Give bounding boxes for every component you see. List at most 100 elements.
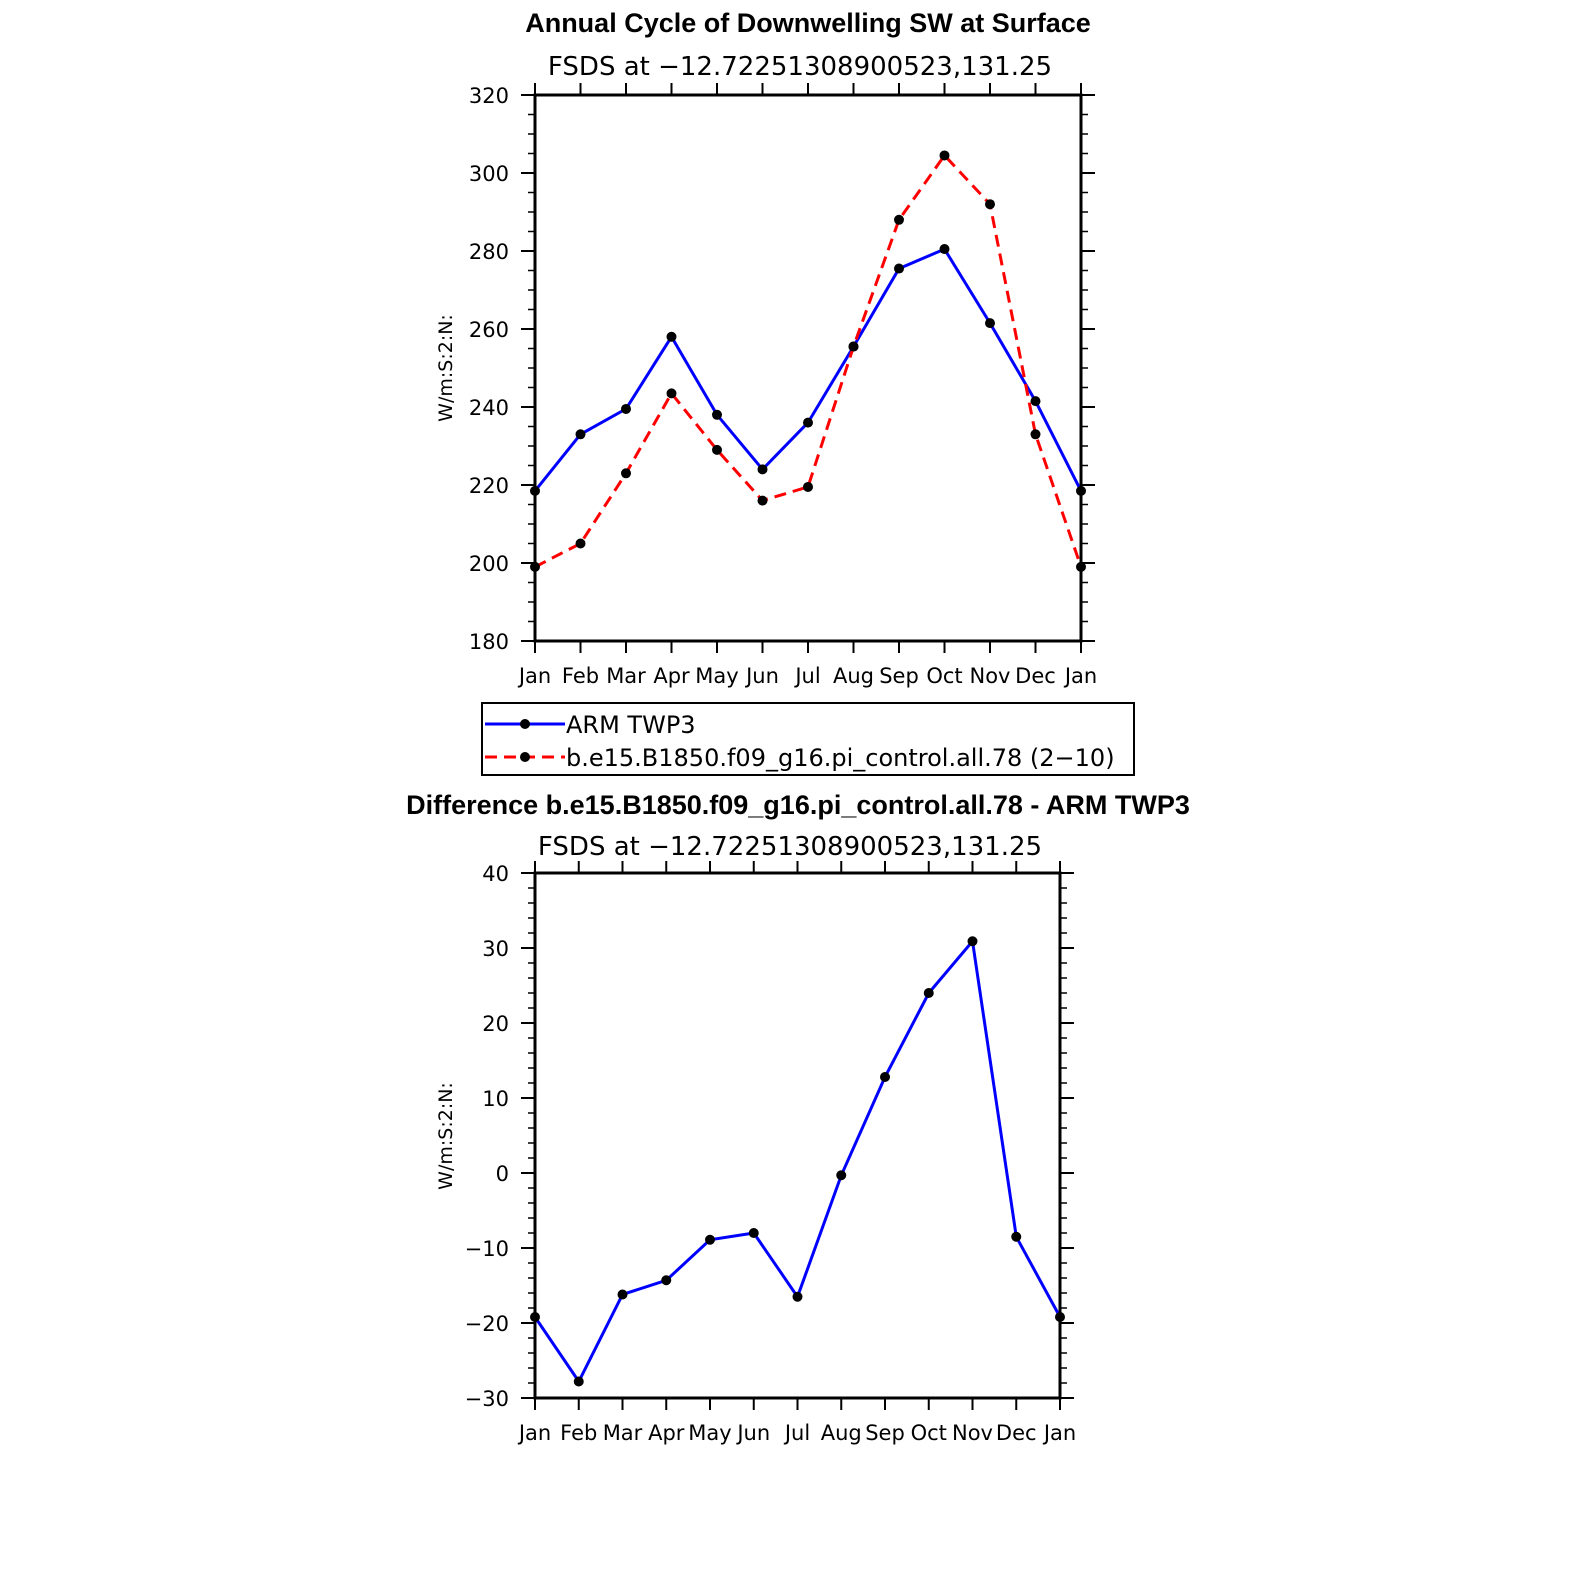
- chart1-series-0-point: [712, 409, 722, 420]
- chart1-series-1-point: [712, 444, 722, 455]
- chart1-y-tick-label: 220: [469, 474, 509, 498]
- chart1-series-line-1: [534, 153, 1083, 569]
- chart2-plot: Jan Feb Mar Apr May Jun Jul Aug Sep Oct Nov Dec Jan−…: [465, 861, 1076, 1445]
- chart1-series-1-point: [530, 561, 540, 572]
- legend-label-arm: ARM TWP3: [566, 711, 696, 739]
- chart1-series-1-point: [894, 214, 904, 225]
- chart1-series-0-point: [894, 263, 904, 274]
- chart1-y-tick-label: 240: [469, 396, 509, 420]
- chart1-series-0-point: [939, 244, 950, 255]
- legend-label-model: b.e15.B1850.f09_g16.pi_control.all.78 (2…: [566, 744, 1115, 772]
- chart1-series-1-point: [621, 468, 631, 479]
- chart2-series-0-point: [923, 988, 934, 998]
- chart1-x-tick-label: Jan: [1063, 664, 1097, 688]
- chart1-series-0-point: [1076, 485, 1086, 496]
- chart2-series-0-point: [792, 1291, 803, 1302]
- chart2-x-tick-label: Oct: [911, 1421, 947, 1445]
- chart2-x-tick-label: May: [688, 1421, 731, 1445]
- chart1-x-tick-label: Mar: [606, 664, 646, 688]
- chart1-x-tick-label: Nov: [970, 664, 1011, 688]
- chart1-x-tick-label: Jun: [744, 664, 779, 688]
- chart2-series-0-point: [748, 1228, 759, 1238]
- chart2-series-0-point: [530, 1312, 540, 1322]
- chart1-x-tick-label: May: [695, 664, 738, 688]
- chart2-series-line-0: [533, 937, 1062, 1385]
- chart2-x-tick-label: Jan: [1042, 1421, 1076, 1445]
- chart1-x-tick-label: Apr: [653, 664, 690, 688]
- chart1-x-tick-label: Dec: [1015, 664, 1056, 688]
- chart2-x-tick-label: Nov: [952, 1421, 993, 1445]
- chart1-x-tick-label: Jan: [517, 664, 551, 688]
- chart1-subtitle: FSDS at −12.72251308900523,131.25: [548, 52, 1052, 82]
- chart2-y-tick-label: 30: [482, 937, 509, 961]
- chart1-series-1-point: [666, 388, 677, 399]
- chart2-series-0-point: [617, 1289, 628, 1300]
- chart2-y-tick-label: 40: [482, 862, 509, 886]
- legend-box: [481, 702, 1135, 776]
- chart1-y-tick-label: 180: [469, 630, 509, 654]
- chart1-y-tick-label: 320: [469, 84, 509, 108]
- chart1-series-1-point: [803, 481, 813, 492]
- legend: ARM TWP3 b.e15.B1850.f09_g16.pi_control.…: [481, 702, 1135, 776]
- chart1-x-tick-label: Oct: [926, 664, 962, 688]
- chart1-series-1-point: [575, 538, 586, 549]
- chart2-y-axis-label: W/m:S:2:N:: [435, 1082, 457, 1190]
- chart1-series-0-point: [621, 403, 631, 414]
- chart1-series-0-point: [1030, 396, 1041, 407]
- chart2-y-tick-label: −20: [465, 1312, 509, 1336]
- chart2-y-tick-label: 10: [482, 1087, 509, 1111]
- chart2-x-tick-label: Dec: [996, 1421, 1037, 1445]
- chart1-plot: Jan Feb Mar Apr May Jun Jul Aug Sep Oct Nov Dec Jan 1…: [469, 83, 1097, 688]
- chart2-x-tick-label: Jan: [517, 1421, 551, 1445]
- chart1-x-tick-label: Aug: [833, 664, 874, 688]
- chart2-x-tick-label: Jun: [735, 1421, 770, 1445]
- chart2-y-tick-label: 0: [496, 1162, 509, 1186]
- chart2-series-0-point: [880, 1072, 890, 1082]
- chart2-series-0-point: [705, 1234, 715, 1245]
- chart1-y-tick-label: 260: [469, 318, 509, 342]
- chart2-x-tick-label: Feb: [560, 1421, 597, 1445]
- chart2-x-tick-label: Sep: [865, 1421, 905, 1445]
- chart2-series-0-point: [661, 1275, 672, 1286]
- chart2-frame: [533, 871, 1062, 1400]
- chart2-y-tick-label: 20: [482, 1012, 509, 1036]
- chart2-series-0-point: [1011, 1231, 1022, 1242]
- chart1-series-0-point: [530, 485, 540, 496]
- legend-marker-arm: [520, 719, 530, 729]
- chart2-series-0-point: [836, 1170, 847, 1181]
- chart1-series-0-point: [575, 429, 586, 440]
- chart1-series-0-point: [803, 417, 813, 428]
- chart2-x-tick-label: Jul: [783, 1421, 810, 1445]
- chart1-y-axis-label: W/m:S:2:N:: [435, 314, 457, 422]
- chart1-x-tick-label: Feb: [562, 664, 599, 688]
- chart1-series-line-0: [533, 247, 1083, 492]
- chart2-subtitle: FSDS at −12.72251308900523,131.25: [538, 832, 1042, 862]
- chart1-y-tick-label: 200: [469, 552, 509, 576]
- chart1-series-1-point: [985, 199, 995, 210]
- chart1-y-tick-label: 300: [469, 162, 509, 186]
- chart1-series-1-point: [757, 495, 768, 506]
- chart1-series-0-point: [985, 318, 995, 329]
- chart2-series-0-point: [1055, 1312, 1065, 1322]
- chart2-series-0-point: [573, 1376, 584, 1387]
- chart2-title: Difference b.e15.B1850.f09_g16.pi_contro…: [406, 790, 1190, 820]
- chart1-x-tick-label: Jul: [793, 664, 820, 688]
- chart1-series-1-point: [848, 341, 859, 352]
- chart1-series-0-point: [666, 331, 677, 342]
- chart1-series-1-point: [1076, 561, 1086, 572]
- chart2-y-tick-label: −30: [465, 1387, 509, 1411]
- legend-marker-model: [520, 752, 530, 762]
- chart2-x-tick-label: Mar: [603, 1421, 643, 1445]
- chart1-series-0-point: [757, 464, 768, 475]
- chart1-series-1-point: [1030, 429, 1041, 440]
- chart1-title: Annual Cycle of Downwelling SW at Surfac…: [525, 8, 1091, 38]
- chart2-x-tick-label: Apr: [648, 1421, 685, 1445]
- chart2-series-0-point: [967, 936, 978, 947]
- chart1-y-tick-label: 280: [469, 240, 509, 264]
- chart1-frame: [533, 93, 1083, 643]
- chart1-x-tick-label: Sep: [879, 664, 919, 688]
- chart2-y-tick-label: −10: [465, 1237, 509, 1261]
- chart1-series-1-point: [939, 150, 950, 161]
- chart2-x-tick-label: Aug: [821, 1421, 862, 1445]
